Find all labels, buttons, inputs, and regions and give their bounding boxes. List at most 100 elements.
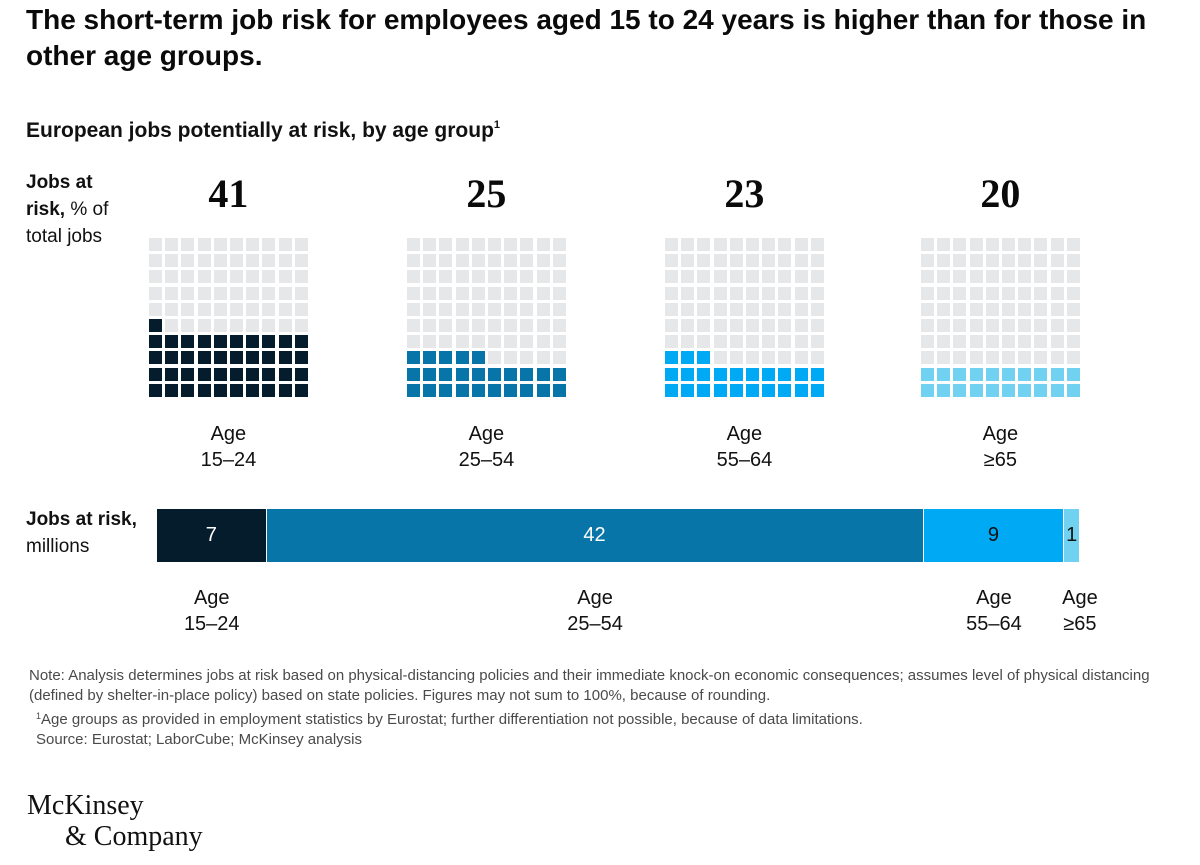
waffle-cell-empty bbox=[746, 302, 759, 316]
waffle-cell-empty bbox=[536, 351, 550, 365]
waffle-cell-empty bbox=[278, 270, 292, 284]
waffle-cell-empty bbox=[953, 302, 967, 316]
waffle-cell-filled bbox=[149, 351, 162, 365]
waffle-cell-empty bbox=[921, 270, 934, 284]
stacked-bar-chart: 7 42 9 1 bbox=[157, 509, 1080, 562]
waffle-cell-empty bbox=[937, 270, 951, 284]
waffle-cell-filled bbox=[471, 351, 485, 365]
waffle-cell-empty bbox=[149, 302, 162, 316]
millions-axis-label-rest: millions bbox=[26, 536, 90, 557]
waffle-cell-empty bbox=[953, 319, 967, 332]
waffle-cell-filled bbox=[213, 383, 227, 397]
waffle-cell-empty bbox=[810, 302, 824, 316]
age-word: Age bbox=[1062, 587, 1098, 609]
waffle-value-2554: 25 bbox=[466, 171, 507, 216]
waffle-cell-filled bbox=[1066, 383, 1080, 397]
waffle-cell-empty bbox=[213, 286, 227, 300]
waffle-cell-empty bbox=[213, 238, 227, 251]
waffle-cell-empty bbox=[778, 319, 792, 332]
waffle-cell-empty bbox=[953, 335, 967, 349]
footnote-line: 1Age groups as provided in employment st… bbox=[29, 706, 1189, 730]
waffle-cell-empty bbox=[488, 319, 501, 332]
waffle-cell-filled bbox=[681, 367, 695, 381]
waffle-cell-empty bbox=[762, 270, 776, 284]
waffle-cell-empty bbox=[552, 319, 566, 332]
waffle-cell-empty bbox=[197, 319, 211, 332]
age-range: 25–54 bbox=[567, 613, 623, 635]
waffle-cell-empty bbox=[1050, 351, 1064, 365]
waffle-cell-empty bbox=[407, 270, 420, 284]
waffle-cell-filled bbox=[536, 367, 550, 381]
waffle-cell-filled bbox=[729, 383, 743, 397]
waffle-cell-empty bbox=[439, 302, 453, 316]
waffle-cell-filled bbox=[794, 367, 808, 381]
waffle-cell-empty bbox=[262, 254, 276, 268]
millions-axis-label: Jobs at risk, millions bbox=[26, 506, 161, 560]
waffle-cell-filled bbox=[697, 351, 711, 365]
waffle-cell-empty bbox=[488, 270, 501, 284]
bar-age-label-5564: Age 55–64 bbox=[944, 585, 1044, 637]
waffle-cell-empty bbox=[810, 238, 824, 251]
waffle-cell-empty bbox=[921, 319, 934, 332]
waffle-cell-empty bbox=[165, 319, 179, 332]
waffle-cell-empty bbox=[729, 302, 743, 316]
waffle-cell-empty bbox=[794, 238, 808, 251]
waffle-cell-empty bbox=[262, 286, 276, 300]
waffle-cell-empty bbox=[1050, 270, 1064, 284]
waffle-cell-empty bbox=[713, 302, 727, 316]
waffle-cell-empty bbox=[762, 335, 776, 349]
waffle-cell-empty bbox=[953, 351, 967, 365]
waffle-cell-filled bbox=[1066, 367, 1080, 381]
waffle-cell-empty bbox=[407, 335, 420, 349]
waffle-cell-empty bbox=[969, 335, 983, 349]
subtitle-text: European jobs potentially at risk, by ag… bbox=[26, 119, 494, 142]
waffle-cell-empty bbox=[985, 302, 999, 316]
waffle-cell-empty bbox=[520, 351, 534, 365]
waffle-cell-empty bbox=[262, 270, 276, 284]
waffle-cell-empty bbox=[810, 286, 824, 300]
waffle-cell-filled bbox=[536, 383, 550, 397]
age-word: Age bbox=[726, 423, 763, 445]
waffle-cell-empty bbox=[1034, 351, 1048, 365]
waffle-cell-filled bbox=[213, 335, 227, 349]
waffle-cell-filled bbox=[810, 367, 824, 381]
waffle-cell-empty bbox=[921, 335, 934, 349]
waffle-cell-empty bbox=[969, 286, 983, 300]
waffle-cell-empty bbox=[1002, 270, 1015, 284]
waffle-cell-empty bbox=[1018, 286, 1032, 300]
waffle-cell-filled bbox=[149, 383, 162, 397]
waffle-cell-empty bbox=[504, 351, 518, 365]
waffle-cell-empty bbox=[1034, 286, 1048, 300]
waffle-cell-empty bbox=[423, 238, 437, 251]
waffle-cell-empty bbox=[697, 270, 711, 284]
waffle-cell-filled bbox=[471, 367, 485, 381]
waffle-cell-empty bbox=[407, 286, 420, 300]
waffle-cell-empty bbox=[953, 238, 967, 251]
waffle-cell-empty bbox=[552, 254, 566, 268]
waffle-cell-empty bbox=[1034, 238, 1048, 251]
age-range: 55–64 bbox=[966, 613, 1022, 635]
waffle-cell-empty bbox=[681, 319, 695, 332]
waffle-cell-empty bbox=[294, 238, 308, 251]
waffle-cell-empty bbox=[953, 270, 967, 284]
bar-segment-2554: 42 bbox=[266, 509, 924, 562]
waffle-cell-empty bbox=[746, 254, 759, 268]
waffle-cell-empty bbox=[488, 302, 501, 316]
waffle-cell-empty bbox=[423, 270, 437, 284]
waffle-cell-empty bbox=[197, 286, 211, 300]
waffle-cell-empty bbox=[439, 286, 453, 300]
waffle-cell-empty bbox=[423, 302, 437, 316]
waffle-cell-empty bbox=[681, 270, 695, 284]
waffle-cell-empty bbox=[729, 351, 743, 365]
waffle-cell-empty bbox=[165, 270, 179, 284]
waffle-cell-filled bbox=[278, 367, 292, 381]
waffle-cell-filled bbox=[552, 383, 566, 397]
waffle-cell-empty bbox=[246, 238, 260, 251]
waffle-cell-filled bbox=[713, 367, 727, 381]
waffle-cell-empty bbox=[746, 319, 759, 332]
waffle-cell-empty bbox=[729, 286, 743, 300]
waffle-cell-empty bbox=[762, 319, 776, 332]
waffle-cell-empty bbox=[407, 302, 420, 316]
waffle-cell-empty bbox=[985, 319, 999, 332]
waffle-cell-empty bbox=[810, 254, 824, 268]
